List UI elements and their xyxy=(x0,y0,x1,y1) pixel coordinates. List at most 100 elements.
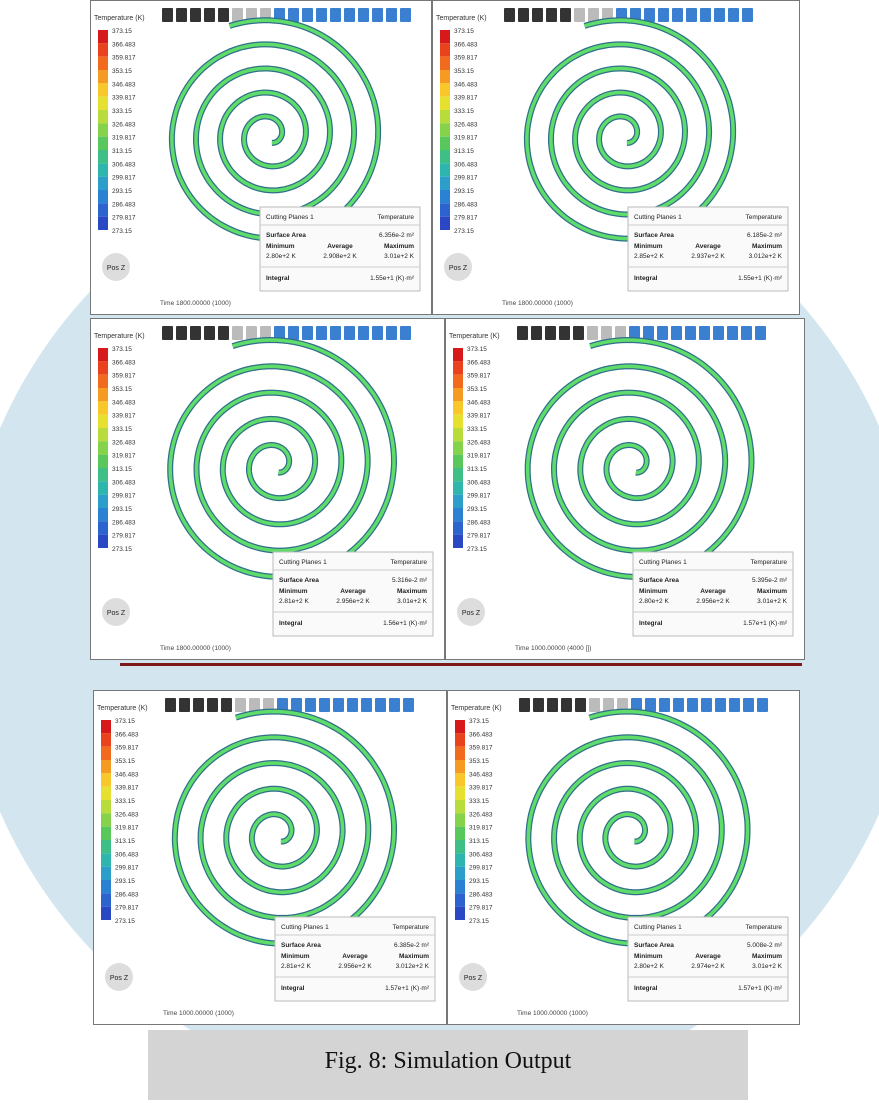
toolbar-button[interactable] xyxy=(246,326,257,340)
toolbar-button[interactable] xyxy=(700,8,711,22)
toolbar-button[interactable] xyxy=(742,8,753,22)
toolbar-button[interactable] xyxy=(207,698,218,712)
toolbar-button[interactable] xyxy=(288,326,299,340)
toolbar-button[interactable] xyxy=(386,8,397,22)
toolbar-button[interactable] xyxy=(713,326,724,340)
toolbar-button[interactable] xyxy=(699,326,710,340)
toolbar-button[interactable] xyxy=(218,326,229,340)
toolbar-button[interactable] xyxy=(386,326,397,340)
toolbar-button[interactable] xyxy=(218,8,229,22)
legend-tick: 346.483 xyxy=(115,771,139,778)
toolbar-button[interactable] xyxy=(190,326,201,340)
toolbar-button[interactable] xyxy=(358,326,369,340)
toolbar-button[interactable] xyxy=(319,698,330,712)
toolbar-button[interactable] xyxy=(316,326,327,340)
toolbar-button[interactable] xyxy=(389,698,400,712)
toolbar-button[interactable] xyxy=(658,8,669,22)
toolbar-button[interactable] xyxy=(686,8,697,22)
toolbar-button[interactable] xyxy=(162,8,173,22)
toolbar-button[interactable] xyxy=(361,698,372,712)
toolbar-button[interactable] xyxy=(559,326,570,340)
toolbar-button[interactable] xyxy=(727,326,738,340)
info-text: Minimum xyxy=(634,953,663,960)
toolbar-button[interactable] xyxy=(532,8,543,22)
toolbar-button[interactable] xyxy=(561,698,572,712)
toolbar-button[interactable] xyxy=(347,698,358,712)
toolbar-button[interactable] xyxy=(672,8,683,22)
toolbar-button[interactable] xyxy=(685,326,696,340)
toolbar-button[interactable] xyxy=(232,326,243,340)
toolbar-button[interactable] xyxy=(305,698,316,712)
toolbar-button[interactable] xyxy=(755,326,766,340)
toolbar-button[interactable] xyxy=(176,8,187,22)
toolbar-button[interactable] xyxy=(375,698,386,712)
toolbar-button[interactable] xyxy=(504,8,515,22)
toolbar-button[interactable] xyxy=(179,698,190,712)
toolbar-button[interactable] xyxy=(358,8,369,22)
toolbar-button[interactable] xyxy=(518,8,529,22)
toolbar-button[interactable] xyxy=(288,8,299,22)
legend-swatch xyxy=(101,787,111,800)
toolbar-button[interactable] xyxy=(344,8,355,22)
toolbar-button[interactable] xyxy=(400,8,411,22)
toolbar-button[interactable] xyxy=(741,326,752,340)
toolbar-button[interactable] xyxy=(517,326,528,340)
toolbar-button[interactable] xyxy=(204,8,215,22)
info-text: Temperature xyxy=(393,924,430,931)
toolbar-button[interactable] xyxy=(533,698,544,712)
toolbar-button[interactable] xyxy=(659,698,670,712)
toolbar-button[interactable] xyxy=(560,8,571,22)
toolbar-button[interactable] xyxy=(714,8,725,22)
toolbar-button[interactable] xyxy=(546,8,557,22)
toolbar-button[interactable] xyxy=(176,326,187,340)
legend-title: Temperature (K) xyxy=(436,15,487,22)
toolbar-button[interactable] xyxy=(601,326,612,340)
toolbar-button[interactable] xyxy=(400,326,411,340)
toolbar-button[interactable] xyxy=(728,8,739,22)
toolbar-button[interactable] xyxy=(403,698,414,712)
legend-swatch xyxy=(98,508,108,521)
toolbar-button[interactable] xyxy=(587,326,598,340)
toolbar-button[interactable] xyxy=(657,326,668,340)
toolbar-button[interactable] xyxy=(291,698,302,712)
toolbar-button[interactable] xyxy=(204,326,215,340)
toolbar-button[interactable] xyxy=(671,326,682,340)
toolbar-button[interactable] xyxy=(235,698,246,712)
toolbar-button[interactable] xyxy=(531,326,542,340)
toolbar-button[interactable] xyxy=(701,698,712,712)
toolbar-button[interactable] xyxy=(673,698,684,712)
toolbar-button[interactable] xyxy=(715,698,726,712)
legend-swatch xyxy=(455,813,465,826)
toolbar-button[interactable] xyxy=(645,698,656,712)
toolbar-button[interactable] xyxy=(687,698,698,712)
toolbar-button[interactable] xyxy=(729,698,740,712)
toolbar-button[interactable] xyxy=(575,698,586,712)
toolbar-button[interactable] xyxy=(643,326,654,340)
toolbar-button[interactable] xyxy=(757,698,768,712)
toolbar-button[interactable] xyxy=(547,698,558,712)
toolbar-button[interactable] xyxy=(372,326,383,340)
info-text: 2.80e+2 K xyxy=(266,253,296,260)
toolbar-button[interactable] xyxy=(333,698,344,712)
toolbar-button[interactable] xyxy=(589,698,600,712)
legend-tick: 373.15 xyxy=(112,346,132,353)
toolbar-button[interactable] xyxy=(573,326,584,340)
toolbar-button[interactable] xyxy=(330,8,341,22)
toolbar-button[interactable] xyxy=(743,698,754,712)
toolbar-button[interactable] xyxy=(221,698,232,712)
toolbar-button[interactable] xyxy=(165,698,176,712)
toolbar-button[interactable] xyxy=(330,326,341,340)
view-label: Pos Z xyxy=(107,265,126,272)
toolbar-button[interactable] xyxy=(193,698,204,712)
toolbar-button[interactable] xyxy=(302,326,313,340)
toolbar-button[interactable] xyxy=(316,8,327,22)
toolbar-button[interactable] xyxy=(644,8,655,22)
toolbar-button[interactable] xyxy=(574,8,585,22)
toolbar-button[interactable] xyxy=(545,326,556,340)
toolbar-button[interactable] xyxy=(162,326,173,340)
toolbar-button[interactable] xyxy=(344,326,355,340)
toolbar-button[interactable] xyxy=(302,8,313,22)
toolbar-button[interactable] xyxy=(519,698,530,712)
toolbar-button[interactable] xyxy=(190,8,201,22)
toolbar-button[interactable] xyxy=(372,8,383,22)
